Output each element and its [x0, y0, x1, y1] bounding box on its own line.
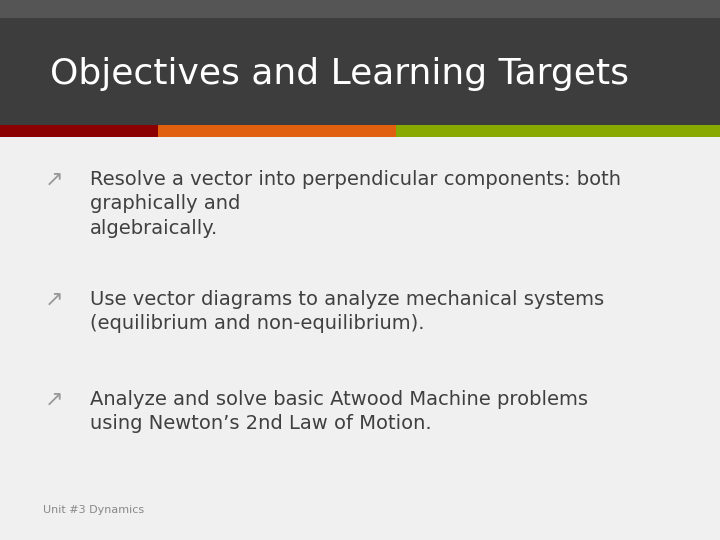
- Bar: [396, 125, 720, 137]
- Text: Objectives and Learning Targets: Objectives and Learning Targets: [50, 57, 629, 91]
- Bar: [0, 0, 720, 18]
- Text: Resolve a vector into perpendicular components: both
graphically and
algebraical: Resolve a vector into perpendicular comp…: [90, 170, 621, 238]
- Text: Unit #3 Dynamics: Unit #3 Dynamics: [43, 505, 144, 515]
- Text: ↗: ↗: [45, 390, 63, 410]
- Bar: [158, 125, 396, 137]
- Text: ↗: ↗: [45, 290, 63, 310]
- Text: Use vector diagrams to analyze mechanical systems
(equilibrium and non-equilibri: Use vector diagrams to analyze mechanica…: [90, 290, 604, 333]
- Text: Analyze and solve basic Atwood Machine problems
using Newton’s 2nd Law of Motion: Analyze and solve basic Atwood Machine p…: [90, 390, 588, 433]
- Bar: [0, 18, 720, 125]
- Text: ↗: ↗: [45, 170, 63, 190]
- Bar: [0, 125, 158, 137]
